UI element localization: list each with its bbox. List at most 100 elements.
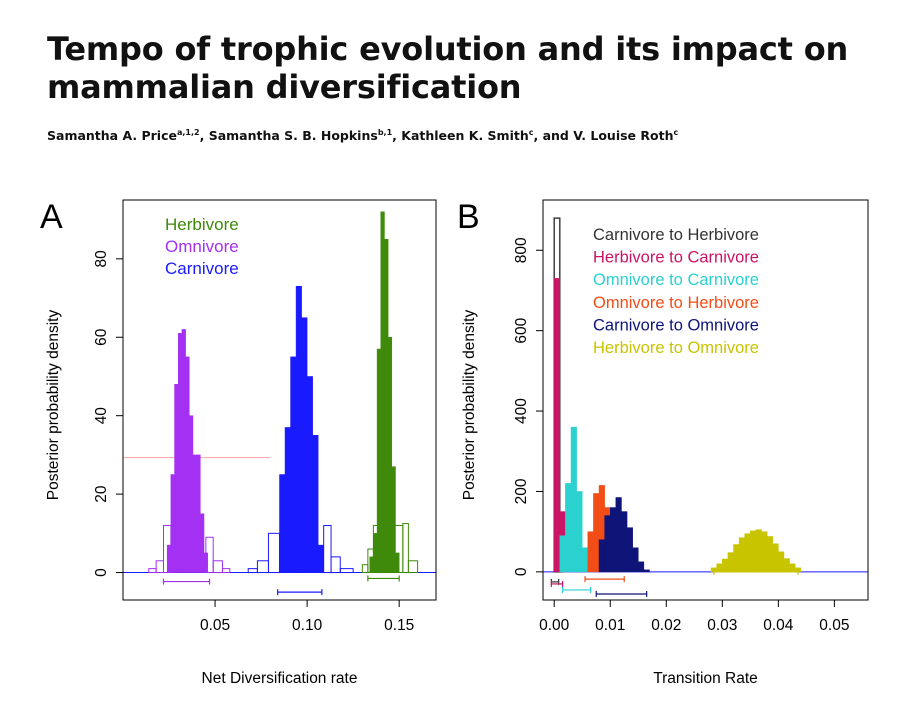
histogram-bar <box>638 561 645 573</box>
histogram-bar <box>593 493 600 573</box>
histogram-bar <box>376 348 382 573</box>
y-tick-label: 200 <box>513 478 530 504</box>
histogram-bar <box>174 384 179 573</box>
histogram-bar <box>391 466 396 573</box>
title-line-1: Tempo of trophic evolution and its impac… <box>47 30 849 68</box>
y-tick-label: 60 <box>93 328 110 346</box>
histogram-bar <box>181 329 186 573</box>
histogram-bar <box>373 533 378 573</box>
series-omnivore-to-carnivore <box>559 426 594 593</box>
author-separator: , <box>392 128 402 144</box>
histogram-bar <box>203 552 208 573</box>
histogram-bar <box>185 356 190 573</box>
panel-letter: B <box>457 198 480 236</box>
author-2: Samantha S. B. Hopkins <box>208 128 378 144</box>
histogram-bar <box>581 547 589 573</box>
histogram-bar <box>789 563 796 573</box>
outline-bin <box>221 568 231 574</box>
plot-frame <box>122 199 437 601</box>
histogram-bar <box>395 552 400 573</box>
legend-entry: Herbivore <box>165 215 239 234</box>
histogram-bar <box>626 527 633 573</box>
x-tick-label: 0.05 <box>200 617 230 634</box>
outline-bin <box>256 560 269 574</box>
histogram-bar <box>384 238 389 573</box>
title-line-2: mammalian diversification <box>47 68 522 106</box>
histogram-bar <box>570 426 577 573</box>
y-axis-label: Posterior probability density <box>461 310 478 501</box>
legend-entry: Herbivore to Omnivore <box>593 339 759 357</box>
x-tick-label: 0.15 <box>384 617 414 634</box>
histogram-bar <box>290 356 297 573</box>
histogram-bar <box>177 333 183 573</box>
histogram-bar <box>295 286 302 573</box>
outline-bin <box>148 568 157 574</box>
legend-entry: Carnivore to Herbivore <box>593 226 759 244</box>
y-tick-label: 0 <box>93 568 110 577</box>
y-tick-label: 800 <box>513 237 530 263</box>
author-list: Samantha A. Pricea,1,2, Samantha S. B. H… <box>47 128 678 143</box>
author-2-affiliation: b,1 <box>377 128 393 137</box>
x-tick-label: 0.04 <box>763 617 794 634</box>
histogram-bar <box>766 536 773 573</box>
outline-bin <box>407 560 419 574</box>
panel-letter: A <box>40 198 63 236</box>
histogram-bar <box>755 529 762 573</box>
x-tick-label: 0.05 <box>819 617 849 634</box>
histogram-bar <box>615 497 622 573</box>
histogram-bar <box>727 552 734 573</box>
outline-bin <box>339 568 354 574</box>
histogram-bar <box>369 556 374 573</box>
outline-bin <box>155 560 165 574</box>
histogram-bar <box>778 551 785 573</box>
histogram-bar <box>733 544 740 573</box>
author-1-affiliation: a,1,2 <box>176 128 200 137</box>
x-tick-label: 0.03 <box>707 617 737 634</box>
y-tick-label: 0 <box>513 567 530 576</box>
series-herbivore-to-omnivore <box>710 529 802 575</box>
histogram-bar <box>200 513 205 573</box>
histogram-bar <box>744 533 751 573</box>
series-carnivore-to-omnivore <box>595 497 650 597</box>
x-tick-label: 0.00 <box>539 617 570 634</box>
x-tick-label: 0.10 <box>292 617 323 634</box>
x-axis-label: Transition Rate <box>653 670 758 687</box>
panel-a: A Herbivore Omnivore Carnivore 0.05 0.10 0.15 0… <box>40 198 437 687</box>
histogram-bar <box>598 539 605 573</box>
author-4: V. Louise Roth <box>573 128 674 144</box>
outline-bin <box>267 532 281 574</box>
histogram-bar <box>750 530 757 573</box>
legend-entry: Carnivore to Omnivore <box>593 316 759 334</box>
histogram-bar <box>196 454 201 573</box>
outline-bin <box>212 560 223 574</box>
legend-entry: Omnivore to Herbivore <box>593 294 759 312</box>
histogram-bar <box>761 531 768 573</box>
y-tick-label: 80 <box>93 250 110 268</box>
author-3: Kathleen K. Smith <box>401 128 529 144</box>
author-separator: , and <box>533 128 574 144</box>
outline-bin <box>402 523 409 574</box>
histogram-bar <box>306 376 313 573</box>
histogram-bar <box>279 474 286 573</box>
paper-title: Tempo of trophic evolution and its impac… <box>47 30 887 106</box>
histogram-bar <box>553 278 561 573</box>
x-tick-label: 0.01 <box>595 617 625 634</box>
histogram-bar <box>643 569 650 573</box>
histogram-bar <box>722 558 729 573</box>
histogram-bar <box>716 563 723 573</box>
outline-bin <box>361 564 369 574</box>
histogram-bar <box>284 427 291 573</box>
histogram-bar <box>387 337 393 573</box>
histogram-bar <box>738 537 745 573</box>
legend-entry: Omnivore <box>165 237 239 256</box>
histogram-bar <box>609 507 617 573</box>
y-tick-label: 400 <box>513 398 530 424</box>
y-tick-label: 20 <box>93 485 110 503</box>
legend-entry: Carnivore <box>165 259 239 278</box>
x-tick-label: 0.02 <box>651 617 681 634</box>
series-carnivore <box>247 286 354 596</box>
panel-b: B Carnivore to Herbivore Herbivore to Carn… <box>457 198 869 687</box>
histogram-bar <box>783 558 790 573</box>
histogram-bar <box>189 415 194 573</box>
